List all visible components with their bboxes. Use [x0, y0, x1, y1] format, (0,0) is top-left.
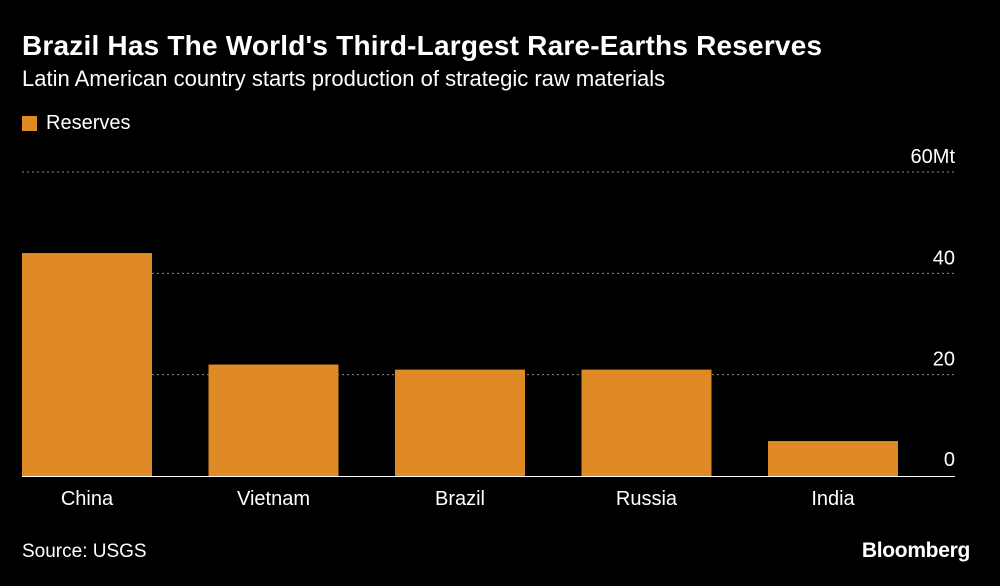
- x-tick-label: China: [61, 488, 114, 510]
- chart-subtitle: Latin American country starts production…: [22, 66, 666, 91]
- x-tick-label: Russia: [616, 488, 678, 510]
- y-tick-label: 20: [933, 349, 955, 371]
- bar-china: [22, 253, 152, 476]
- y-tick-label: 0: [944, 449, 955, 471]
- legend-label: Reserves: [46, 111, 131, 134]
- x-tick-label: India: [811, 488, 855, 510]
- bar-india: [768, 441, 898, 476]
- x-tick-label: Vietnam: [237, 488, 310, 510]
- axis-labels: 0 20 40 60Mt China Vietnam Brazil Russia India: [61, 146, 956, 510]
- bars: [22, 253, 898, 476]
- bloomberg-logo: Bloomberg: [861, 539, 970, 562]
- x-tick-label: Brazil: [435, 488, 485, 510]
- legend: Reserves: [22, 111, 130, 135]
- y-tick-label: 60Mt: [911, 146, 956, 168]
- legend-swatch: [22, 115, 37, 131]
- bar-vietnam: [208, 364, 339, 476]
- source-note: Source: USGS: [22, 541, 147, 562]
- chart-title: Brazil Has The World's Third-Largest Rar…: [22, 30, 823, 61]
- bar-brazil: [395, 369, 525, 476]
- y-tick-label: 40: [933, 247, 955, 269]
- bar-russia: [581, 369, 712, 476]
